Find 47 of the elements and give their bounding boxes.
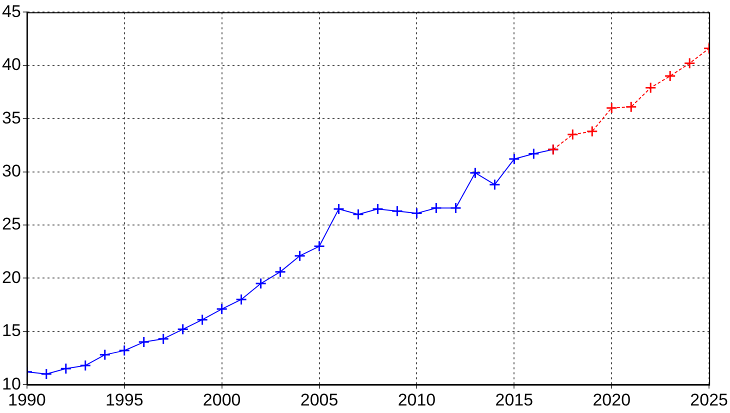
y-tick-label: 25 [2, 214, 21, 234]
point [255, 278, 267, 290]
x-tick-label: 2020 [592, 390, 631, 410]
point [450, 202, 462, 214]
point [196, 314, 208, 326]
point [391, 205, 403, 217]
y-tick-label: 15 [2, 321, 21, 340]
point [274, 266, 286, 278]
point [118, 344, 130, 356]
point [216, 303, 228, 315]
x-tick-label: 2015 [495, 390, 534, 410]
point [566, 128, 578, 140]
point [99, 349, 111, 361]
point [430, 202, 442, 214]
point [60, 362, 72, 374]
point [644, 82, 656, 94]
point [294, 250, 306, 262]
point [314, 240, 326, 252]
point [40, 368, 52, 380]
point [80, 360, 92, 372]
y-tick-label: 45 [2, 2, 21, 21]
point [372, 203, 384, 215]
point [158, 333, 170, 345]
point [606, 102, 618, 114]
y-tick-label: 35 [2, 108, 21, 128]
x-tick-label: 2025 [690, 390, 728, 410]
point [352, 208, 364, 220]
point [586, 126, 598, 138]
point [625, 101, 637, 113]
y-tick-label: 30 [2, 161, 21, 180]
point [469, 167, 481, 179]
x-tick-label: 2010 [398, 390, 436, 410]
x-tick-label: 2000 [202, 390, 241, 410]
x-tick-label: 1995 [105, 390, 144, 410]
point [684, 58, 696, 70]
point [333, 203, 345, 215]
x-tick-label: 2005 [300, 390, 338, 410]
point [236, 294, 248, 306]
point [528, 148, 540, 160]
point [138, 336, 150, 348]
point [177, 324, 189, 336]
point [488, 178, 500, 190]
y-tick-label: 40 [2, 55, 21, 74]
point [664, 70, 676, 82]
point [410, 208, 422, 220]
point [508, 153, 520, 165]
y-tick-label: 20 [2, 268, 21, 287]
